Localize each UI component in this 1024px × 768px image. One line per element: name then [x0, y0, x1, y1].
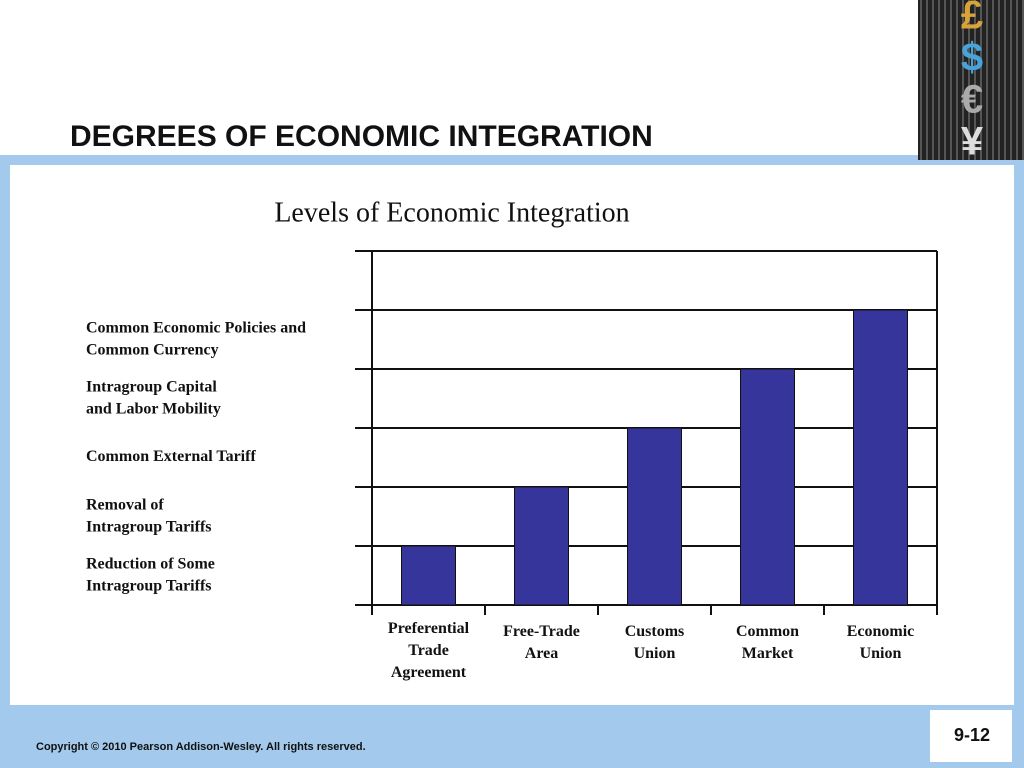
logo-stripe: [974, 0, 976, 160]
bar: [514, 486, 569, 606]
logo-stripe: [1022, 0, 1024, 160]
bar: [627, 427, 682, 606]
y-tick-label: Common Economic Policies and Common Curre…: [86, 319, 306, 358]
y-tick-label: Intragroup Capital and Labor Mobility: [86, 378, 221, 417]
logo-stripe: [1010, 0, 1012, 160]
y-tick-label: Common External Tariff: [86, 448, 256, 465]
x-tick-label: Preferential Trade Agreement: [388, 620, 470, 681]
x-tick-label: Customs Union: [625, 623, 685, 662]
footer: Copyright © 2010 Pearson Addison-Wesley.…: [36, 741, 366, 753]
logo-stripe: [1004, 0, 1006, 160]
y-tick-label: Reduction of Some Intragroup Tariffs: [86, 555, 215, 594]
logo: [918, 0, 1024, 160]
content-area: [10, 165, 1014, 705]
bar: [853, 309, 908, 606]
logo-symbol: €: [961, 78, 983, 122]
logo-symbol: ¥: [961, 120, 984, 164]
logo-stripe: [944, 0, 946, 160]
logo-stripe: [932, 0, 934, 160]
x-tick-label: Common Market: [736, 623, 799, 662]
logo-stripe: [1016, 0, 1018, 160]
logo-stripe: [938, 0, 940, 160]
x-tick-label: Economic Union: [847, 623, 915, 662]
chart-title: Levels of Economic Integration: [274, 197, 629, 228]
logo-symbol: £: [961, 0, 983, 38]
logo-stripe: [986, 0, 988, 160]
y-tick-label: Removal of Intragroup Tariffs: [86, 496, 212, 535]
logo-stripe: [962, 0, 964, 160]
slide-title: DEGREES OF ECONOMIC INTEGRATION: [70, 120, 653, 153]
logo-stripe: [998, 0, 1000, 160]
logo-stripe: [926, 0, 928, 160]
logo-stripe: [920, 0, 922, 160]
logo-stripe: [992, 0, 994, 160]
bar: [740, 368, 795, 606]
logo-stripe: [980, 0, 982, 160]
x-tick-label: Free-Trade Area: [503, 623, 580, 662]
bar: [401, 545, 456, 606]
logo-stripe: [956, 0, 958, 160]
page-box: [930, 710, 1012, 762]
logo-symbol: $: [961, 36, 983, 80]
logo-stripe: [968, 0, 970, 160]
logo-stripe: [950, 0, 952, 160]
page-number: 9-12: [954, 725, 990, 745]
